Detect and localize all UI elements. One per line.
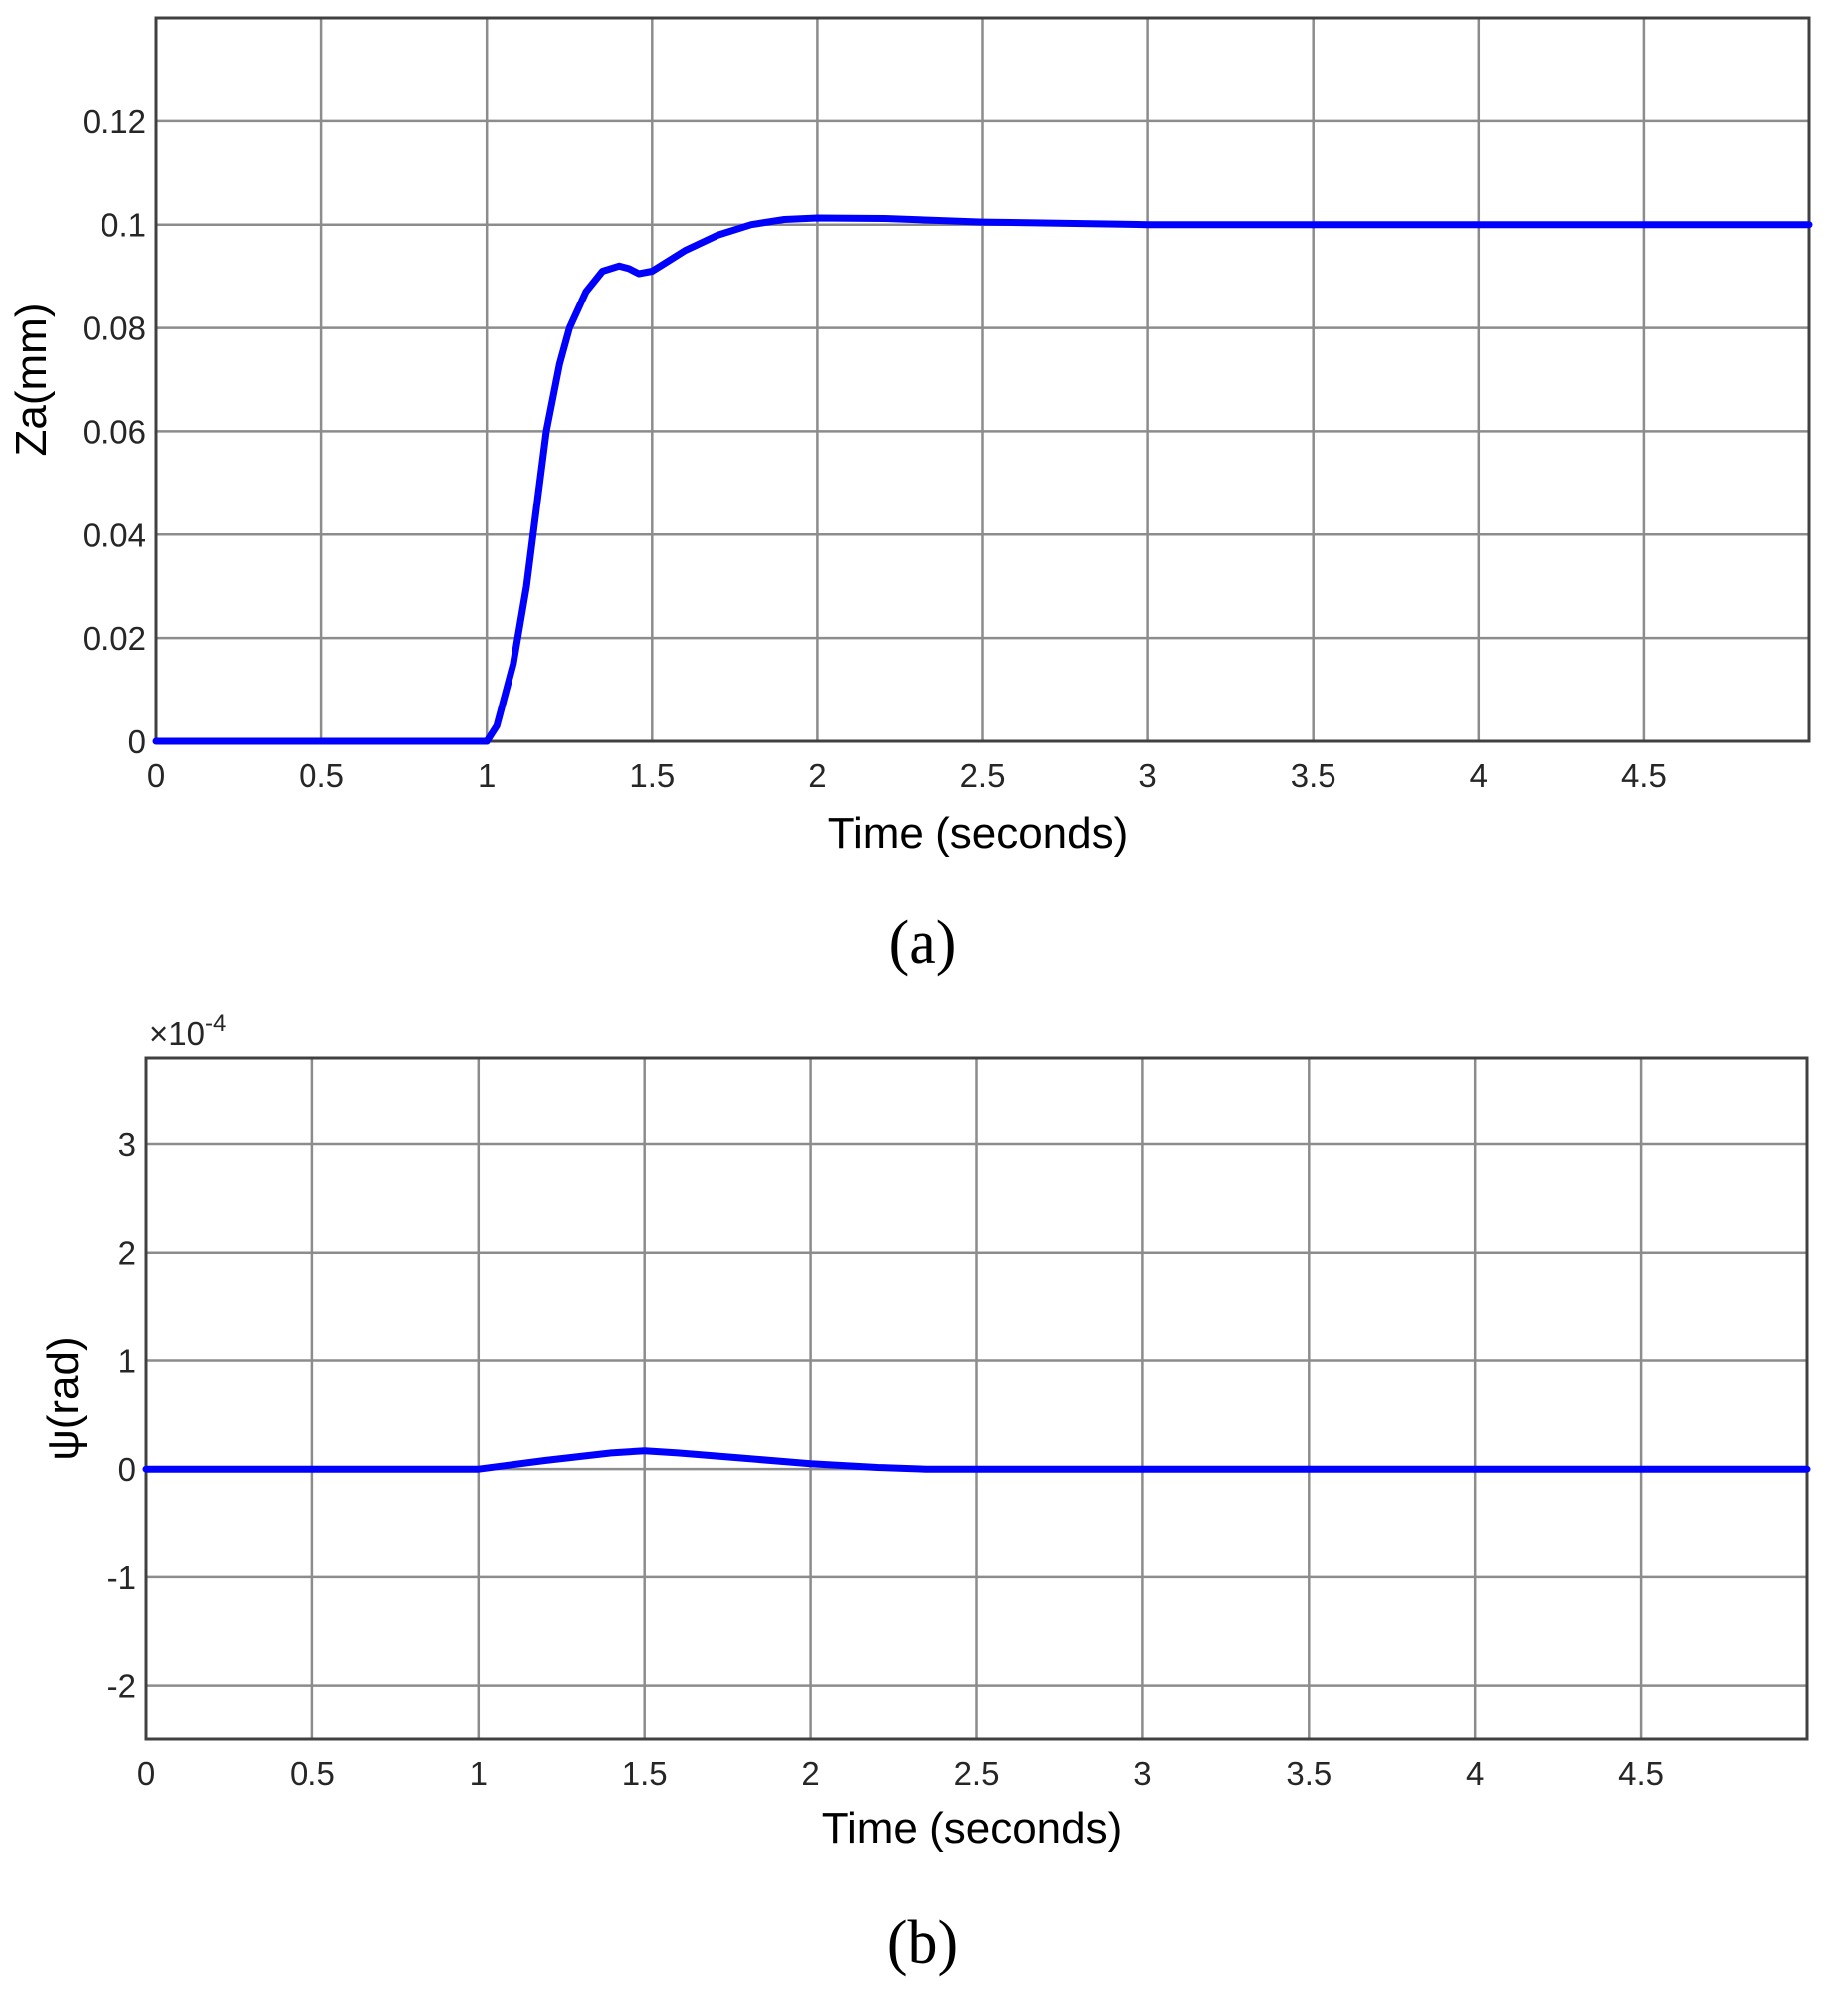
x-tick-label: 2.5 [954,1755,1000,1792]
x-tick-label: 3 [1138,757,1156,794]
y-tick-labels: 0 0.02 0.04 0.06 0.08 0.1 0.12 [83,103,146,760]
y-tick-label: -1 [107,1559,136,1596]
x-axis-label: Time (seconds) [828,809,1128,858]
y-tick-label: 0.02 [83,620,146,657]
series-line [152,214,1813,745]
y-axis-label: ψ(rad) [39,1336,88,1460]
y-tick-label: 0.04 [83,516,146,553]
x-tick-label: 4 [1466,1755,1484,1792]
y-tick-label: 0.06 [83,413,146,450]
y-tick-label: -2 [107,1668,136,1705]
y-tick-label: 2 [118,1235,136,1272]
x-tick-label: 1.5 [622,1755,668,1792]
x-tick-label: 4.5 [1618,1755,1664,1792]
x-tick-labels: 0 0.5 1 1.5 2 2.5 3 3.5 4 4.5 [137,1755,1664,1792]
x-tick-label: 3 [1133,1755,1151,1792]
plot-frame [154,16,1811,743]
panel-caption: (b) [887,1910,958,1977]
x-tick-label: 0 [147,757,165,794]
series-line [142,1447,1811,1473]
y-tick-label: 0 [128,723,146,760]
x-tick-label: 1 [470,1755,488,1792]
x-axis-label: Time (seconds) [822,1804,1123,1853]
y-tick-label: 1 [118,1342,136,1379]
chart-panel-a: 0 0.5 1 1.5 2 2.5 3 3.5 4 4.5 0 0.02 0.04 0.06 0.08 0.… [7,16,1813,977]
x-tick-label: 0 [137,1755,155,1792]
y-tick-label: 0.08 [83,310,146,347]
y-tick-label: 0 [118,1451,136,1488]
plot-frame [144,1056,1809,1741]
y-tick-label: 0.12 [83,103,146,140]
x-tick-label: 4.5 [1621,757,1667,794]
grid-lines [146,1058,1807,1739]
x-tick-labels: 0 0.5 1 1.5 2 2.5 3 3.5 4 4.5 [147,757,1667,794]
x-tick-label: 0.5 [290,1755,335,1792]
y-axis-label: Za(mm) [7,303,56,457]
multiplier-base: ×10 [149,1015,205,1052]
chart-panel-b: 0 0.5 1 1.5 2 2.5 3 3.5 4 4.5 -2 -1 0 1 2 3 ×10-4 Time… [39,1010,1811,1977]
y-tick-label: 0.1 [101,207,146,244]
x-tick-label: 2.5 [960,757,1006,794]
grid-lines [156,18,1809,741]
panel-caption: (a) [889,909,957,977]
x-tick-label: 4 [1470,757,1488,794]
x-tick-label: 3.5 [1286,1755,1332,1792]
y-axis-multiplier: ×10-4 [149,1010,226,1052]
x-tick-label: 3.5 [1291,757,1336,794]
x-tick-label: 2 [808,757,826,794]
y-tick-label: 3 [118,1126,136,1163]
multiplier-exponent: -4 [205,1010,226,1037]
y-tick-labels: -2 -1 0 1 2 3 [107,1126,136,1705]
x-tick-label: 2 [801,1755,819,1792]
x-tick-label: 1 [478,757,496,794]
x-tick-label: 1.5 [629,757,675,794]
x-tick-label: 0.5 [299,757,344,794]
